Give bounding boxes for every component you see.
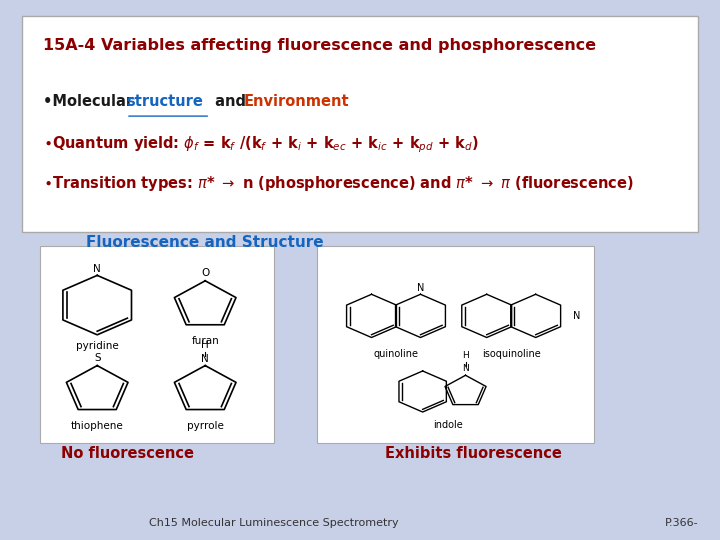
Text: No fluorescence: No fluorescence	[61, 446, 194, 461]
Text: pyridine: pyridine	[76, 341, 119, 352]
Text: quinoline: quinoline	[374, 349, 418, 360]
Text: $\bullet$Quantum yield: $\phi_f$ = k$_f$ /(k$_f$ + k$_i$ + k$_{ec}$ + k$_{ic}$ +: $\bullet$Quantum yield: $\phi_f$ = k$_f$…	[43, 134, 480, 154]
Text: Environment: Environment	[243, 94, 349, 110]
Text: H: H	[202, 340, 209, 350]
Text: S: S	[94, 353, 101, 363]
Text: furan: furan	[192, 336, 219, 346]
Text: Exhibits fluorescence: Exhibits fluorescence	[385, 446, 562, 461]
Text: P.366-: P.366-	[665, 518, 698, 528]
Text: 15A-4 Variables affecting fluorescence and phosphorescence: 15A-4 Variables affecting fluorescence a…	[43, 38, 596, 53]
Text: indole: indole	[433, 420, 463, 430]
Text: structure: structure	[126, 94, 203, 110]
Text: O: O	[201, 268, 210, 278]
Text: N: N	[94, 264, 101, 274]
FancyBboxPatch shape	[317, 246, 594, 443]
Text: isoquinoline: isoquinoline	[482, 349, 541, 360]
Text: and: and	[210, 94, 251, 110]
FancyBboxPatch shape	[22, 16, 698, 232]
Text: Ch15 Molecular Luminescence Spectrometry: Ch15 Molecular Luminescence Spectrometry	[149, 518, 398, 528]
Text: •Molecular: •Molecular	[43, 94, 138, 110]
Text: pyrrole: pyrrole	[186, 421, 224, 431]
Text: H: H	[462, 351, 469, 360]
Text: N: N	[462, 363, 469, 373]
Text: $\bullet$Transition types: $\pi$* $\rightarrow$ n (phosphorescence) and $\pi$* $: $\bullet$Transition types: $\pi$* $\righ…	[43, 174, 634, 193]
Text: N: N	[202, 354, 209, 364]
Text: N: N	[573, 311, 580, 321]
Text: thiophene: thiophene	[71, 421, 124, 431]
FancyBboxPatch shape	[40, 246, 274, 443]
Text: N: N	[417, 282, 424, 293]
Text: Fluorescence and Structure: Fluorescence and Structure	[86, 235, 324, 250]
